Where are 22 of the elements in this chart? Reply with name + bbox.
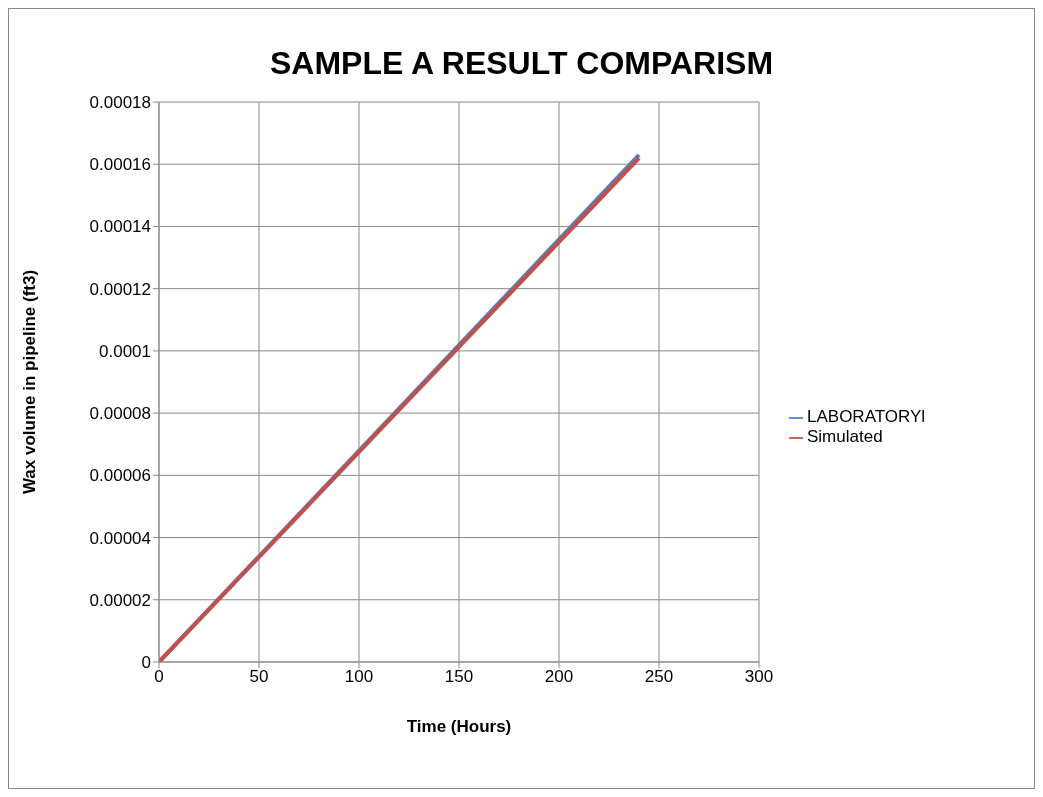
y-tick-label: 0.00016 (89, 155, 151, 175)
y-tick-label: 0 (141, 653, 151, 673)
x-tick-label: 300 (744, 667, 774, 687)
x-tick-label: 200 (544, 667, 574, 687)
y-tick-label: 0.00006 (89, 466, 151, 486)
x-tick-label: 150 (444, 667, 474, 687)
y-tick-label: 0.00012 (89, 279, 151, 299)
x-tick-label: 100 (344, 667, 374, 687)
y-tick-label: 0.00004 (89, 528, 151, 548)
y-tick-label: 0.00002 (89, 590, 151, 610)
y-tick-label: 0.00014 (89, 217, 151, 237)
legend-label: Simulated (807, 427, 883, 446)
x-tick-label: 50 (249, 667, 269, 687)
y-axis-title: Wax volume in pipeline (ft3) (20, 269, 40, 495)
y-tick-label: 0.0001 (99, 341, 151, 361)
chart-title: SAMPLE A RESULT COMPARISM (268, 45, 775, 82)
x-axis-title: Time (Hours) (406, 717, 512, 736)
x-tick-label: 250 (644, 667, 674, 687)
y-tick-label: 0.00008 (89, 404, 151, 424)
legend-label: LABORATORYl (807, 407, 926, 426)
x-tick-label: 0 (154, 667, 164, 687)
y-tick-label: 0.00018 (89, 93, 151, 113)
